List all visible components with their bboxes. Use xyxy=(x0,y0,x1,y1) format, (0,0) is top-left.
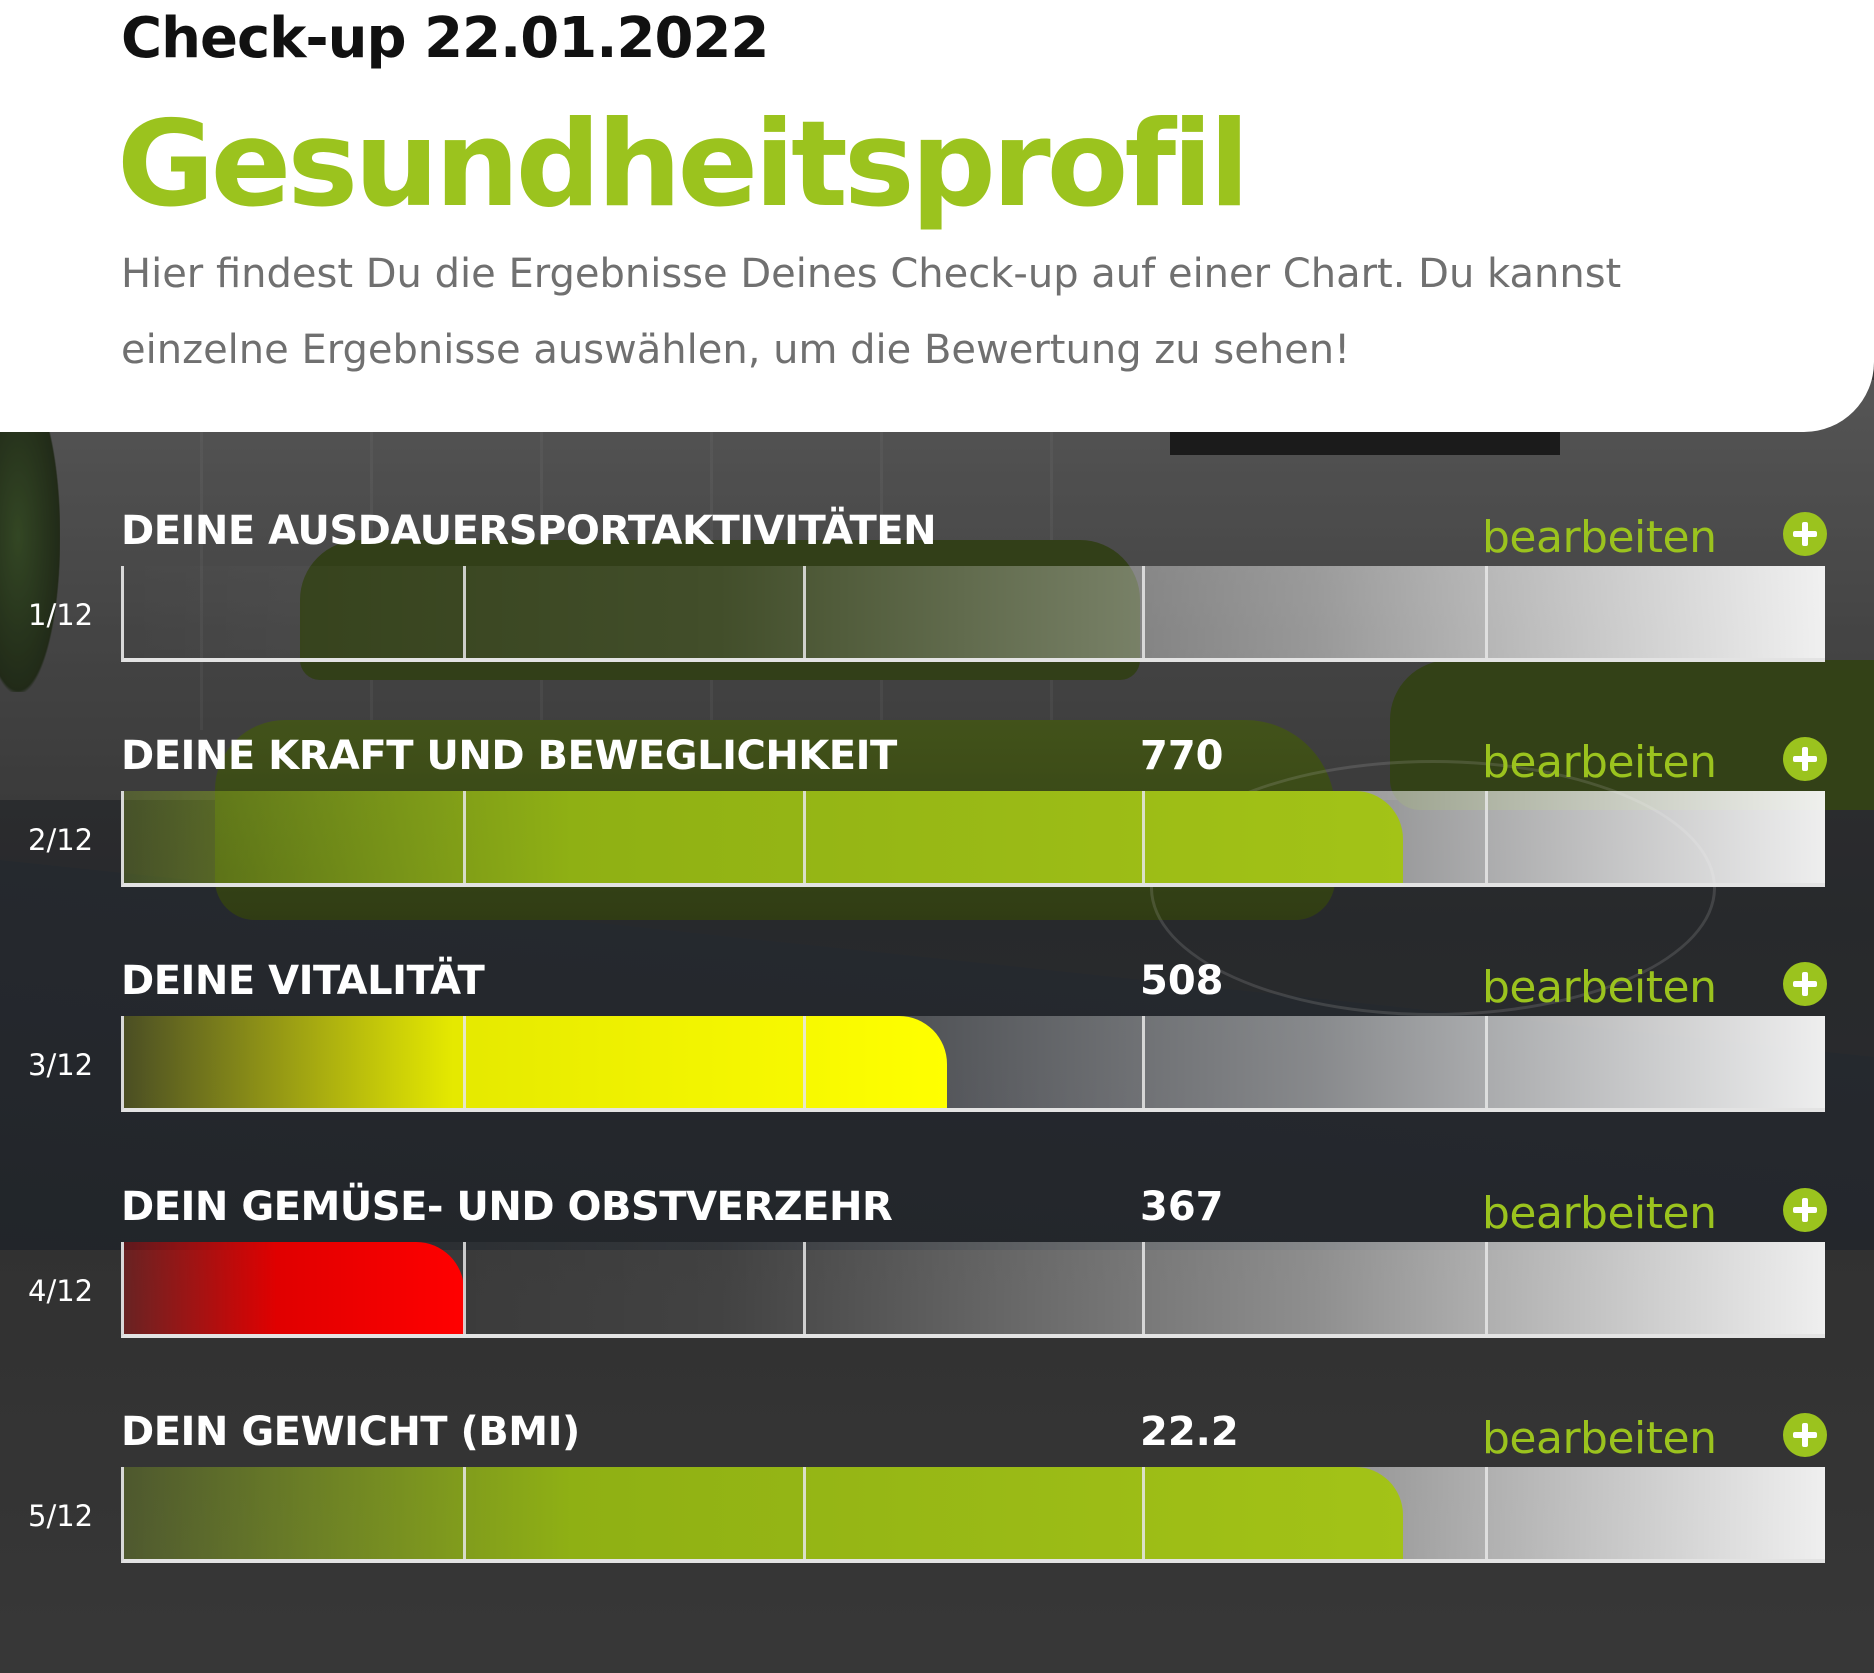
gridline xyxy=(1485,791,1488,883)
gridline xyxy=(463,1242,466,1334)
row-value: 770 xyxy=(1140,733,1224,779)
plus-circle-icon[interactable] xyxy=(1783,1188,1827,1232)
gridline xyxy=(803,1242,806,1334)
row-index: 4/12 xyxy=(28,1274,94,1308)
row-label: DEIN GEMÜSE- UND OBSTVERZEHR xyxy=(121,1184,893,1230)
profile-row[interactable]: DEIN GEMÜSE- UND OBSTVERZEHR 367 bearbei… xyxy=(0,1184,1874,1414)
bar-fill xyxy=(124,1242,465,1334)
gridline xyxy=(463,1016,466,1108)
row-index: 1/12 xyxy=(28,598,94,632)
gridline xyxy=(463,791,466,883)
row-index: 2/12 xyxy=(28,823,94,857)
bar-fill xyxy=(124,1467,1404,1559)
gridline xyxy=(1142,566,1145,658)
gridline xyxy=(463,1467,466,1559)
background-plant xyxy=(0,432,60,692)
plus-circle-icon[interactable] xyxy=(1783,512,1827,556)
gridline xyxy=(803,1016,806,1108)
gridline xyxy=(1485,1016,1488,1108)
row-index: 3/12 xyxy=(28,1048,94,1082)
edit-link[interactable]: bearbeiten xyxy=(1482,962,1717,1013)
bar-track[interactable] xyxy=(121,566,1825,662)
bar-track[interactable] xyxy=(121,1242,1825,1338)
bar-fill xyxy=(124,1016,948,1108)
row-label: DEIN GEWICHT (BMI) xyxy=(121,1409,580,1455)
plus-circle-icon[interactable] xyxy=(1783,962,1827,1006)
header-card: Check-up 22.01.2022 Gesundheitsprofil Hi… xyxy=(0,0,1874,432)
row-value: 508 xyxy=(1140,958,1224,1004)
edit-link[interactable]: bearbeiten xyxy=(1482,512,1717,563)
gridline xyxy=(803,791,806,883)
edit-link[interactable]: bearbeiten xyxy=(1482,1413,1717,1464)
profile-row[interactable]: DEIN GEWICHT (BMI) 22.2 bearbeiten 5/12 xyxy=(0,1409,1874,1639)
plus-circle-icon[interactable] xyxy=(1783,737,1827,781)
gridline xyxy=(463,566,466,658)
profile-row[interactable]: DEINE AUSDAUERSPORTAKTIVITÄTEN bearbeite… xyxy=(0,508,1874,738)
gridline xyxy=(1142,1016,1145,1108)
gridline xyxy=(1485,566,1488,658)
gridline xyxy=(1142,1467,1145,1559)
gridline xyxy=(1142,1242,1145,1334)
bar-track[interactable] xyxy=(121,791,1825,887)
profile-row[interactable]: DEINE KRAFT UND BEWEGLICHKEIT 770 bearbe… xyxy=(0,733,1874,963)
checkup-title: Check-up 22.01.2022 xyxy=(121,6,769,71)
row-value: 22.2 xyxy=(1140,1409,1239,1455)
row-value: 367 xyxy=(1140,1184,1224,1230)
background-table xyxy=(1150,760,1716,1016)
profile-row[interactable]: DEINE VITALITÄT 508 bearbeiten 3/12 xyxy=(0,958,1874,1188)
bar-fill xyxy=(124,791,1404,883)
gridline xyxy=(1142,791,1145,883)
gridline xyxy=(803,566,806,658)
plus-circle-icon[interactable] xyxy=(1783,1413,1827,1457)
gridline xyxy=(1485,1467,1488,1559)
edit-link[interactable]: bearbeiten xyxy=(1482,737,1717,788)
intro-text: Hier findest Du die Ergebnisse Deines Ch… xyxy=(121,251,1622,373)
gridline xyxy=(803,1467,806,1559)
edit-link[interactable]: bearbeiten xyxy=(1482,1188,1717,1239)
row-label: DEINE VITALITÄT xyxy=(121,958,485,1004)
row-index: 5/12 xyxy=(28,1499,94,1533)
bar-track[interactable] xyxy=(121,1467,1825,1563)
row-label: DEINE AUSDAUERSPORTAKTIVITÄTEN xyxy=(121,508,937,554)
gridline xyxy=(1485,1242,1488,1334)
row-label: DEINE KRAFT UND BEWEGLICHKEIT xyxy=(121,733,897,779)
page-title: Gesundheitsprofil xyxy=(117,96,1250,234)
bar-track[interactable] xyxy=(121,1016,1825,1112)
